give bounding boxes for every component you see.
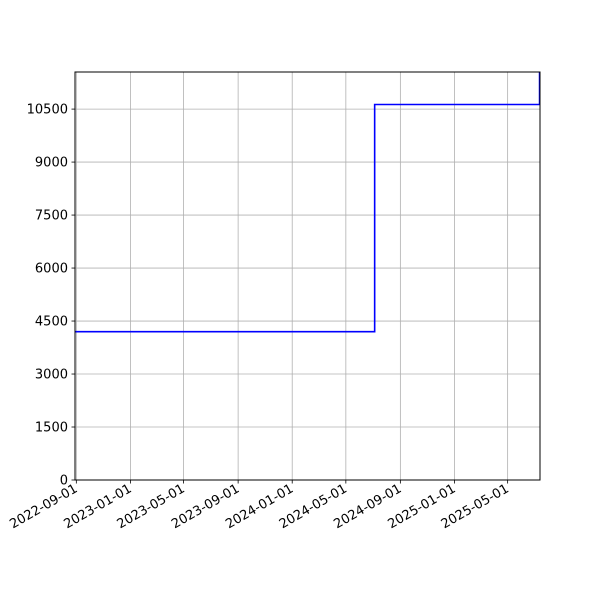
y-tick-label: 0	[60, 474, 68, 489]
y-axis: 0 1500 3000 4500 6000 7500 9000 10500	[27, 103, 75, 489]
y-tick-label: 10500	[27, 103, 68, 118]
y-tick-label: 1500	[35, 421, 68, 436]
y-tick-label: 9000	[35, 156, 68, 171]
y-tick-label: 7500	[35, 209, 68, 224]
y-tick-label: 4500	[35, 315, 68, 330]
y-tick-label: 3000	[35, 368, 68, 383]
axes-frame	[74, 71, 541, 481]
y-tick-label: 6000	[35, 262, 68, 277]
grid	[75, 72, 540, 481]
